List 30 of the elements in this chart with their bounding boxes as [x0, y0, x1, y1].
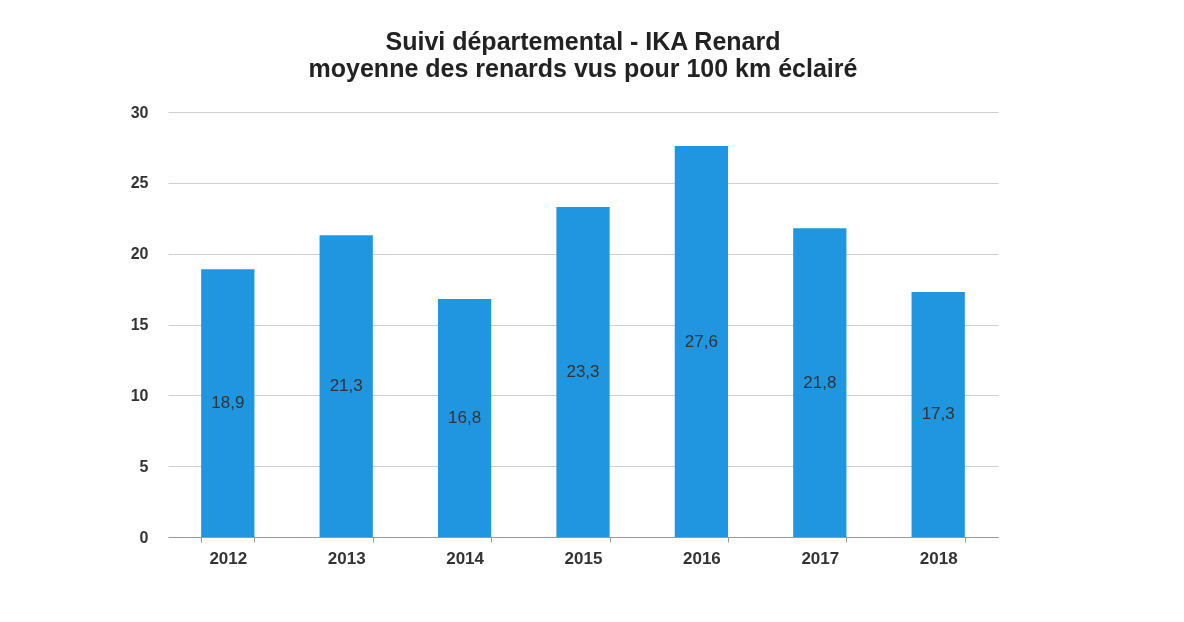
bar — [793, 228, 847, 537]
bar — [556, 206, 610, 537]
x-tick-label: 2017 — [801, 548, 840, 568]
data-label: 18,9 — [211, 393, 245, 413]
data-label: 17,3 — [921, 404, 955, 424]
y-tick-label: 25 — [130, 174, 149, 192]
bar — [437, 299, 492, 537]
y-tick-label: 10 — [130, 386, 149, 404]
text: Suivi départemental - IKA Renard — [385, 27, 781, 55]
bar — [201, 269, 255, 537]
data-label: 27,6 — [684, 331, 718, 351]
y-tick-label: 20 — [130, 245, 149, 263]
data-label: 23,3 — [566, 361, 600, 381]
y-tick-label: 0 — [139, 528, 149, 546]
bar — [911, 291, 965, 537]
bar — [319, 235, 373, 537]
x-tick-label: 2015 — [564, 548, 603, 568]
y-tick-label: 5 — [139, 457, 149, 475]
data-label: 21,3 — [329, 376, 363, 396]
x-tick-label: 2014 — [446, 548, 485, 568]
bar — [674, 146, 729, 537]
data-label: 21,8 — [803, 372, 837, 392]
x-tick-label: 2016 — [682, 548, 721, 568]
text: moyenne des renards vus pour 100 km éclairé — [308, 54, 858, 82]
y-tick-label: 15 — [130, 316, 149, 333]
x-tick-label: 2013 — [327, 548, 366, 568]
data-label: 16,8 — [448, 408, 482, 427]
x-tick-label: 2012 — [209, 548, 248, 568]
x-tick-label: 2018 — [919, 548, 958, 568]
y-tick-label: 30 — [130, 103, 149, 121]
